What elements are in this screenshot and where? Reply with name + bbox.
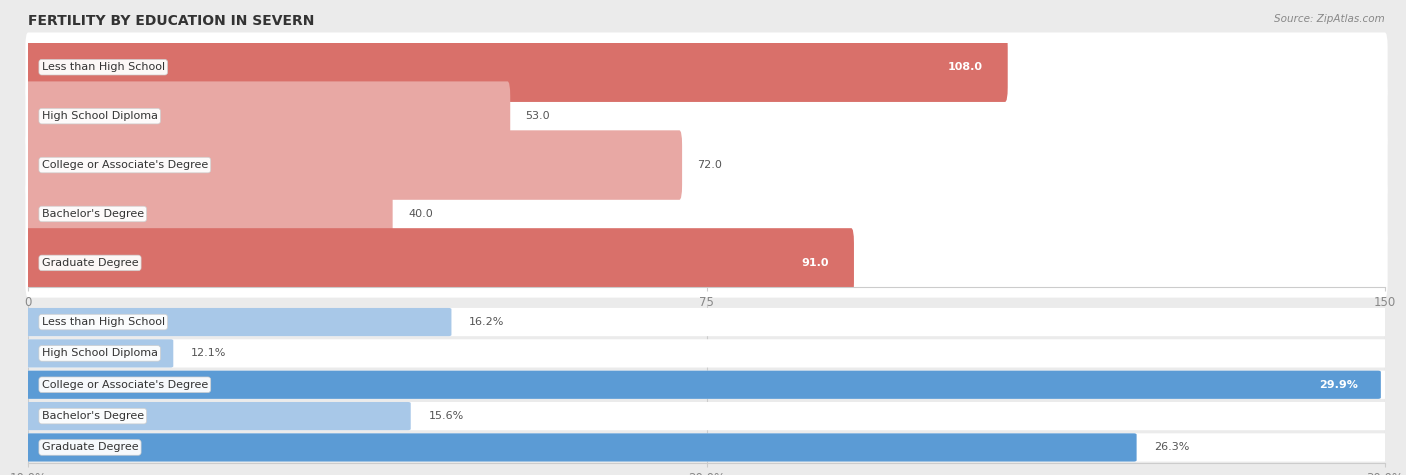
- Text: 108.0: 108.0: [948, 62, 983, 72]
- FancyBboxPatch shape: [25, 179, 1388, 249]
- Text: Source: ZipAtlas.com: Source: ZipAtlas.com: [1274, 14, 1385, 24]
- Text: High School Diploma: High School Diploma: [42, 111, 157, 121]
- Text: 53.0: 53.0: [526, 111, 550, 121]
- Text: 16.2%: 16.2%: [470, 317, 505, 327]
- Text: FERTILITY BY EDUCATION IN SEVERN: FERTILITY BY EDUCATION IN SEVERN: [28, 14, 315, 28]
- Text: 40.0: 40.0: [408, 209, 433, 219]
- FancyBboxPatch shape: [25, 402, 411, 430]
- FancyBboxPatch shape: [25, 339, 173, 368]
- FancyBboxPatch shape: [25, 130, 682, 200]
- Text: 26.3%: 26.3%: [1154, 442, 1189, 453]
- FancyBboxPatch shape: [25, 308, 451, 336]
- Text: 91.0: 91.0: [801, 258, 828, 268]
- FancyBboxPatch shape: [25, 402, 1388, 430]
- Text: Graduate Degree: Graduate Degree: [42, 258, 138, 268]
- Text: Bachelor's Degree: Bachelor's Degree: [42, 209, 143, 219]
- Text: 29.9%: 29.9%: [1319, 380, 1358, 390]
- Text: Less than High School: Less than High School: [42, 317, 165, 327]
- FancyBboxPatch shape: [25, 179, 392, 249]
- FancyBboxPatch shape: [25, 370, 1381, 399]
- FancyBboxPatch shape: [25, 433, 1136, 462]
- FancyBboxPatch shape: [25, 32, 1388, 102]
- Text: 12.1%: 12.1%: [191, 348, 226, 359]
- FancyBboxPatch shape: [25, 32, 1008, 102]
- Text: High School Diploma: High School Diploma: [42, 348, 157, 359]
- Text: Graduate Degree: Graduate Degree: [42, 442, 138, 453]
- Text: 72.0: 72.0: [697, 160, 723, 170]
- Text: College or Associate's Degree: College or Associate's Degree: [42, 380, 208, 390]
- FancyBboxPatch shape: [25, 81, 510, 151]
- Text: College or Associate's Degree: College or Associate's Degree: [42, 160, 208, 170]
- FancyBboxPatch shape: [25, 433, 1388, 462]
- FancyBboxPatch shape: [25, 228, 1388, 298]
- Text: Less than High School: Less than High School: [42, 62, 165, 72]
- FancyBboxPatch shape: [25, 339, 1388, 368]
- FancyBboxPatch shape: [25, 130, 1388, 200]
- FancyBboxPatch shape: [25, 81, 1388, 151]
- Text: Bachelor's Degree: Bachelor's Degree: [42, 411, 143, 421]
- FancyBboxPatch shape: [25, 308, 1388, 336]
- FancyBboxPatch shape: [25, 228, 853, 298]
- Text: 15.6%: 15.6%: [429, 411, 464, 421]
- FancyBboxPatch shape: [25, 370, 1388, 399]
